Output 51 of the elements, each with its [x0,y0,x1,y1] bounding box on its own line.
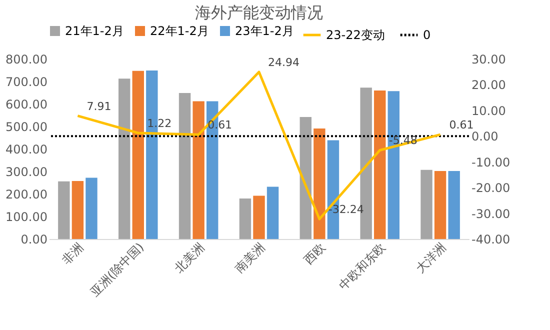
y2-tick-label: -30.00 [472,206,510,221]
x-tick-label: 西欧 [301,240,328,267]
bar [58,181,70,239]
bar [239,198,252,239]
bar [374,90,386,239]
x-tick-label: 南美洲 [232,240,268,276]
bar [118,78,130,239]
y-tick-label: 0.00 [20,232,48,246]
y-tick-label: 800.00 [6,52,48,66]
legend-label: 0 [423,28,431,42]
x-tick-label: 北美洲 [172,240,208,276]
y-tick-label: 400.00 [6,142,48,156]
x-tick-label: 大洋洲 [413,240,449,276]
legend-label: 21年1-2月 [65,24,124,38]
line-series [76,70,442,220]
bar [192,101,204,239]
y2-tick-label: 0.00 [472,130,498,144]
chart-title: 海外产能变动情况 [195,3,323,22]
y-tick-label: 600.00 [6,98,48,112]
bar [178,92,191,239]
y2-tick-label: -10.00 [472,155,510,170]
y2-tick-label: 20.00 [472,78,506,92]
data-label: 24.94 [268,56,300,70]
y-tick-label: 200.00 [6,188,48,202]
y2-tick-label: 10.00 [472,104,506,118]
y2-tick-label: -20.00 [472,181,510,196]
y-tick-label: 300.00 [6,165,48,179]
bar [253,196,265,239]
data-label: -5.48 [388,134,418,148]
legend-label: 22年1-2月 [150,24,209,38]
bar [434,171,446,239]
x-tick-label: 亚洲(除中国) [88,240,147,300]
bar [300,117,312,239]
bar [72,180,84,239]
data-label: 7.91 [86,100,112,113]
y-tick-label: 700.00 [6,75,48,89]
y2-tick-label: 30.00 [472,52,506,66]
data-label: 0.61 [449,118,474,132]
bar [420,170,432,239]
x-tick-label: 中欧和东欧 [336,240,388,292]
x-tick-label: 非洲 [59,240,86,267]
y2-tick-label: -40.00 [472,232,510,246]
bar [132,70,144,239]
bar [266,186,279,239]
bar [448,171,460,239]
legend-label: 23年1-2月 [235,24,294,38]
legend-label: 23-22变动 [326,28,385,42]
y-tick-label: 100.00 [6,210,48,224]
bar [86,178,98,239]
bar [314,128,326,239]
y-tick-label: 500.00 [6,120,48,134]
